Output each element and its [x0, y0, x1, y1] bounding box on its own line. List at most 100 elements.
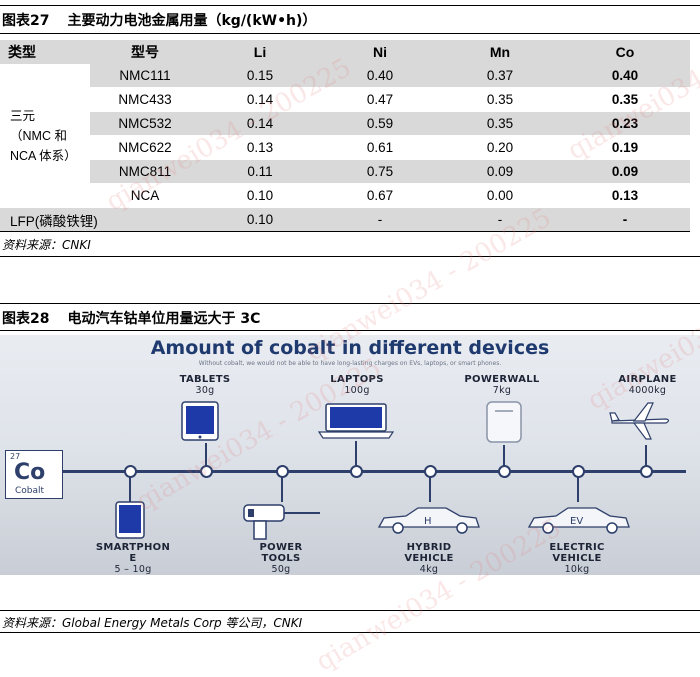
- power-tools-stem: [281, 476, 283, 502]
- figure-28-top-rule: [0, 303, 700, 304]
- cell-model: NMC532: [90, 111, 200, 136]
- powerwall-node: [498, 465, 511, 478]
- figure-28-source: 资料来源：Global Energy Metals Corp 等公司，CNKI: [2, 616, 303, 630]
- figure-28-title-rule: [0, 330, 700, 331]
- header-mn: Mn: [440, 40, 560, 64]
- device-name: POWERWALL: [464, 374, 540, 385]
- device-mass: 30g: [195, 385, 215, 396]
- figure-27-bottom-rule: [0, 256, 700, 257]
- table-row: NMC811 0.11 0.75 0.09 0.09: [0, 159, 690, 184]
- smartphone-stem: [129, 476, 131, 502]
- device-mass: 4000kg: [628, 385, 667, 396]
- table-row: NCA 0.10 0.67 0.00 0.13: [0, 183, 690, 208]
- element-number: 27: [10, 452, 21, 461]
- device-name: SMARTPHON: [95, 542, 171, 553]
- figure-27-title-rule: [0, 33, 700, 34]
- table-row: 三元 （NMC 和 NCA 体系） NMC111 0.15 0.40 0.37 …: [0, 64, 690, 208]
- device-mass: 7kg: [492, 385, 512, 396]
- header-co: Co: [560, 40, 690, 64]
- cell-li: 0.13: [200, 135, 320, 160]
- figure-27-title: 图表27 主要动力电池金属用量（kg/(kW•h)）: [2, 10, 316, 30]
- hybrid-stem: [429, 476, 431, 502]
- device-name: AIRPLANE: [618, 374, 677, 385]
- cell-model: NMC622: [90, 135, 200, 160]
- ev-node: [572, 465, 585, 478]
- laptops-stem: [355, 441, 357, 467]
- tablets-label: TABLETS 30g: [160, 374, 250, 396]
- device-name: VEHICLE: [552, 553, 602, 564]
- cell-co: -: [560, 207, 690, 232]
- powerwall-icon: [486, 401, 522, 443]
- cell-ni: -: [320, 207, 440, 232]
- cell-li: 0.10: [200, 183, 320, 208]
- cell-li: 0.14: [200, 87, 320, 112]
- cell-mn: 0.35: [440, 87, 560, 112]
- cell-mn: 0.00: [440, 183, 560, 208]
- cell-li: 0.10: [200, 207, 320, 232]
- smartphone-node: [124, 465, 137, 478]
- figure-28-label: 图表28: [2, 311, 50, 327]
- device-mass: 10kg: [564, 564, 590, 575]
- cell-ni: 0.75: [320, 159, 440, 184]
- airplane-stem: [645, 445, 647, 467]
- power-drill-icon: [243, 504, 320, 540]
- timeline-axis: [58, 470, 686, 473]
- figure-27-label: 图表27: [2, 13, 50, 29]
- smartphone-icon: [115, 501, 145, 539]
- cell-lfp-label: LFP(磷酸铁锂): [0, 207, 200, 232]
- cell-ni: 0.61: [320, 135, 440, 160]
- ev-stem: [577, 476, 579, 502]
- figure-28-title: 图表28 电动汽车钴单位用量远大于 3C: [2, 308, 260, 328]
- powerwall-stem: [503, 445, 505, 467]
- figure-28-bottom-rule-top: [0, 610, 700, 611]
- group-label-line: （NMC 和: [10, 128, 67, 143]
- cell-ni: 0.40: [320, 64, 440, 88]
- element-symbol: Co: [14, 460, 46, 485]
- cell-mn: 0.20: [440, 135, 560, 160]
- laptop-icon: [318, 403, 394, 439]
- powerwall-label: POWERWALL 7kg: [452, 374, 552, 396]
- cell-mn: 0.35: [440, 111, 560, 136]
- device-name: HYBRID: [406, 542, 452, 553]
- ev-badge: EV: [570, 516, 583, 527]
- cell-mn: 0.37: [440, 64, 560, 88]
- cell-co: 0.13: [560, 183, 690, 208]
- cell-ni: 0.59: [320, 111, 440, 136]
- cell-li: 0.14: [200, 111, 320, 136]
- hybrid-label: HYBRID VEHICLE 4kg: [383, 542, 475, 575]
- device-name: E: [129, 553, 137, 564]
- cell-model: NCA: [90, 183, 200, 208]
- header-model: 型号: [90, 40, 200, 64]
- table-row: NMC622 0.13 0.61 0.20 0.19: [0, 135, 690, 160]
- power-tools-node: [276, 465, 289, 478]
- header-li: Li: [200, 40, 320, 64]
- figure-28-bottom-rule: [0, 632, 700, 633]
- figure-27-name: 主要动力电池金属用量（kg/(kW•h)）: [67, 13, 317, 29]
- cell-co: 0.09: [560, 159, 690, 184]
- cell-co: 0.40: [560, 64, 690, 88]
- element-name: Cobalt: [15, 486, 45, 496]
- cell-ni: 0.47: [320, 87, 440, 112]
- cell-ni: 0.67: [320, 183, 440, 208]
- cell-model: NMC111: [90, 64, 200, 88]
- device-mass: 50g: [271, 564, 291, 575]
- hybrid-badge: H: [424, 516, 432, 527]
- device-mass: 100g: [344, 385, 370, 396]
- table-row: NMC532 0.14 0.59 0.35 0.23: [0, 111, 690, 136]
- infographic-subtitle: Without cobalt, we would not be able to …: [198, 360, 502, 367]
- device-name: ELECTRIC: [549, 542, 605, 553]
- cell-mn: 0.09: [440, 159, 560, 184]
- tablets-node: [200, 465, 213, 478]
- table-header-row: 类型 型号 Li Ni Mn Co: [0, 40, 690, 64]
- cell-li: 0.15: [200, 64, 320, 88]
- infographic-headline: Amount of cobalt in different devices: [150, 337, 550, 359]
- group-label-line: 三元: [10, 108, 36, 123]
- airplane-label: AIRPLANE 4000kg: [600, 374, 695, 396]
- device-name: POWER: [259, 542, 303, 553]
- table-row-lfp: LFP(磷酸铁锂) 0.10 - - -: [0, 207, 690, 232]
- laptops-node: [350, 465, 363, 478]
- power-tools-label: POWER TOOLS 50g: [236, 542, 326, 575]
- device-name: TABLETS: [179, 374, 231, 385]
- hybrid-car-icon: H: [377, 507, 480, 534]
- cell-mn: -: [440, 207, 560, 232]
